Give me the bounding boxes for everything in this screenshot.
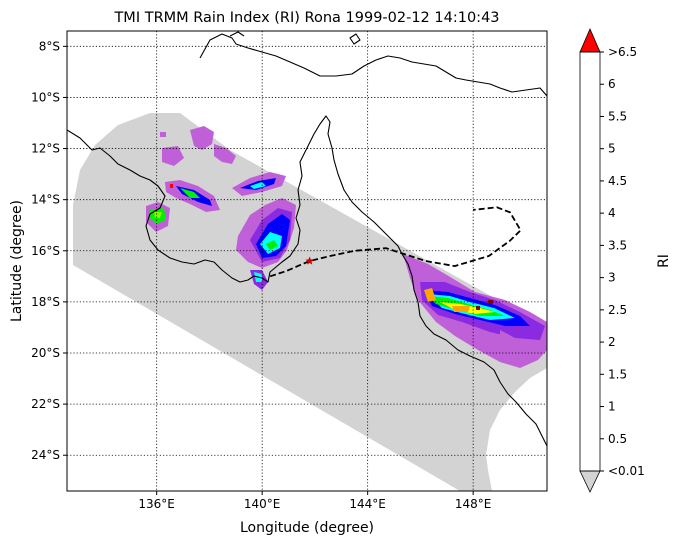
y-axis-label: Latitude (degree) bbox=[9, 200, 25, 322]
rain-cell-west-green bbox=[180, 188, 200, 198]
colorbar-tick-label: >6.5 bbox=[608, 45, 637, 59]
lat-tick-label: 24°S bbox=[31, 448, 60, 462]
lat-tick-label: 8°S bbox=[39, 39, 60, 53]
lat-tick-label: 18°S bbox=[31, 295, 60, 309]
coastline-cape-york bbox=[67, 115, 547, 447]
colorbar-tick-label: 2 bbox=[608, 335, 616, 349]
lon-tick-label: 144°E bbox=[349, 497, 386, 511]
lat-tick-label: 22°S bbox=[31, 397, 60, 411]
coastline-new-guinea bbox=[199, 33, 547, 97]
colorbar: <0.01 0.5 1 1.5 2 2.5 3 3.5 4 4.5 5 5.5 6 >6.5 bbox=[579, 27, 645, 493]
coastlines bbox=[67, 31, 547, 447]
storm-position-marker bbox=[305, 256, 314, 265]
lat-tick-label: 16°S bbox=[31, 244, 60, 258]
rain-cell-nw-purple-3 bbox=[162, 146, 184, 166]
colorbar-tick-label: 4.5 bbox=[608, 174, 627, 188]
colorbar-tick-label: 5.5 bbox=[608, 109, 627, 123]
colorbar-tick-label: 2.5 bbox=[608, 303, 627, 317]
rain-cell-nw-dot bbox=[160, 132, 166, 137]
rain-cell-darkred-2 bbox=[476, 306, 480, 310]
x-axis-label: Longitude (degree) bbox=[240, 520, 374, 536]
rain-cell-orange bbox=[424, 288, 436, 302]
colorbar-tick-label: <0.01 bbox=[608, 464, 645, 478]
storm-track bbox=[269, 206, 522, 278]
colorbar-tick-label: 3 bbox=[608, 271, 616, 285]
graticule bbox=[67, 31, 547, 491]
lat-tick-label: 14°S bbox=[31, 193, 60, 207]
lon-tick-label: 136°E bbox=[138, 497, 175, 511]
coastline-island-2 bbox=[229, 31, 245, 37]
rain-cell-west-red bbox=[170, 184, 173, 188]
satellite-swath bbox=[73, 113, 547, 491]
rain-cell-orange-2 bbox=[452, 306, 470, 312]
lat-tick-label: 10°S bbox=[31, 90, 60, 104]
rain-cell-nw-purple bbox=[190, 126, 214, 150]
rain-cell-coast-yellow bbox=[154, 212, 162, 218]
map-frame bbox=[66, 30, 548, 492]
colorbar-frame bbox=[579, 51, 601, 472]
colorbar-label: RI bbox=[656, 254, 672, 268]
colorbar-tick-label: 1.5 bbox=[608, 367, 627, 381]
colorbar-tick-label: 4 bbox=[608, 206, 616, 220]
rain-cell-east-purple bbox=[500, 330, 525, 360]
colorbar-tick-label: 5 bbox=[608, 142, 616, 156]
latitude-ticks: 8°S 10°S 12°S 14°S 16°S 18°S 20°S 22°S 24°S bbox=[31, 39, 67, 462]
colorbar-under-arrow bbox=[579, 470, 601, 493]
colorbar-tick-label: 0.5 bbox=[608, 432, 627, 446]
colorbar-tick-label: 1 bbox=[608, 400, 616, 414]
lon-tick-label: 148°E bbox=[455, 497, 492, 511]
lat-tick-label: 20°S bbox=[31, 346, 60, 360]
longitude-ticks: 136°E 140°E 144°E 148°E bbox=[138, 491, 491, 511]
map-title: TMI TRMM Rain Index (RI) Rona 1999-02-12… bbox=[113, 10, 499, 26]
lat-tick-label: 12°S bbox=[31, 142, 60, 156]
colorbar-tick-label: 3.5 bbox=[608, 238, 627, 252]
rain-cells bbox=[146, 126, 547, 368]
lon-tick-label: 140°E bbox=[244, 497, 281, 511]
colorbar-tick-label: 6 bbox=[608, 77, 616, 91]
map-area bbox=[67, 31, 547, 491]
coastline-island-1 bbox=[349, 33, 361, 45]
colorbar-over-arrow bbox=[579, 27, 601, 53]
rain-cell-north-band-cyan bbox=[250, 182, 266, 189]
rain-cell-gulf-green bbox=[266, 240, 278, 250]
rain-cell-nw-purple-2 bbox=[214, 144, 236, 164]
